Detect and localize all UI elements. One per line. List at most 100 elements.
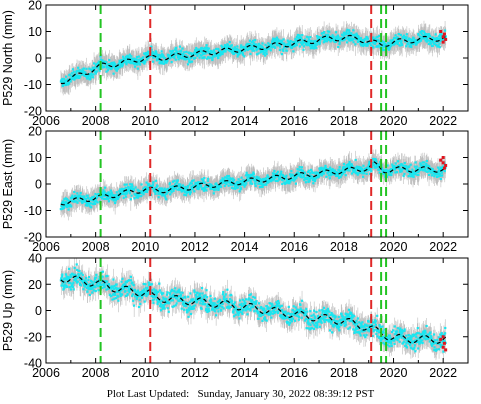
data-point [160,60,164,63]
data-point [378,34,381,38]
data-point [302,45,305,48]
data-point [255,43,258,46]
data-point [245,171,248,174]
data-point [95,196,99,199]
data-point [249,52,252,56]
data-point [298,45,301,48]
data-point [159,54,162,57]
data-point [243,185,246,188]
data-point [150,52,153,55]
data-point [361,39,365,42]
data-point [238,190,241,193]
data-point [236,45,239,48]
data-point [175,49,178,52]
data-point [81,68,84,71]
data-point [219,179,223,182]
data-point [419,39,423,42]
data-point [162,55,165,58]
data-point [242,183,245,187]
data-point [359,37,363,40]
data-point [291,40,294,44]
data-point [116,65,119,68]
data-point [235,185,238,188]
data-point [129,183,132,186]
data-point [153,187,156,190]
data-point [114,201,117,205]
data-point [360,171,363,174]
data-point [342,31,346,34]
data-point [345,41,349,44]
data-point [76,197,79,200]
data-point [227,174,231,178]
data-point [77,75,80,78]
data-point [183,188,186,191]
data-point [131,185,134,188]
data-point [106,195,109,198]
data-point [306,44,309,47]
data-point [231,177,234,180]
data-point [114,199,118,202]
data-point [334,37,337,40]
data-point [418,39,421,42]
data-point [313,40,317,44]
data-point [344,37,347,40]
data-point [327,33,330,36]
data-point [98,69,101,72]
data-point [341,169,344,172]
data-point [69,80,72,83]
data-point [159,55,163,58]
data-point [179,56,182,60]
data-point [330,173,333,176]
data-point [220,44,223,47]
data-point [354,43,357,46]
data-point [423,32,426,35]
data-point [239,46,243,49]
data-point [178,45,182,48]
data-point [76,76,79,79]
data-point [71,76,74,79]
data-point [318,174,321,177]
data-point [317,35,321,39]
data-point [170,188,173,191]
data-point [278,39,281,43]
data-point [286,39,289,42]
data-point [75,200,78,203]
data-point [400,40,403,43]
data-point [186,185,190,188]
data-point [238,184,242,187]
data-point [94,66,97,69]
data-point [130,62,133,65]
data-point [131,62,134,65]
data-point [307,39,310,42]
data-point [190,56,193,60]
data-point [308,179,311,182]
data-point [160,50,163,53]
data-point [267,180,270,183]
data-point [264,43,267,46]
data-point [431,44,434,48]
data-point [366,36,369,39]
data-point [246,176,249,179]
data-point [397,36,400,40]
data-point [233,47,236,50]
data-point [246,44,250,47]
data-point [138,195,141,198]
data-point [257,52,260,55]
data-point [344,33,347,36]
data-point [324,166,327,169]
data-point [238,181,241,185]
data-point [230,186,233,189]
data-point [151,184,155,187]
data-point [178,50,181,53]
data-point [202,180,205,183]
data-point [128,190,131,193]
data-point [294,37,297,41]
data-points [59,28,447,87]
data-point [341,172,345,175]
data-point [321,32,324,35]
data-point [150,45,153,48]
data-point [282,42,286,45]
data-point [113,63,117,66]
data-point [83,74,86,77]
data-point [157,192,160,196]
